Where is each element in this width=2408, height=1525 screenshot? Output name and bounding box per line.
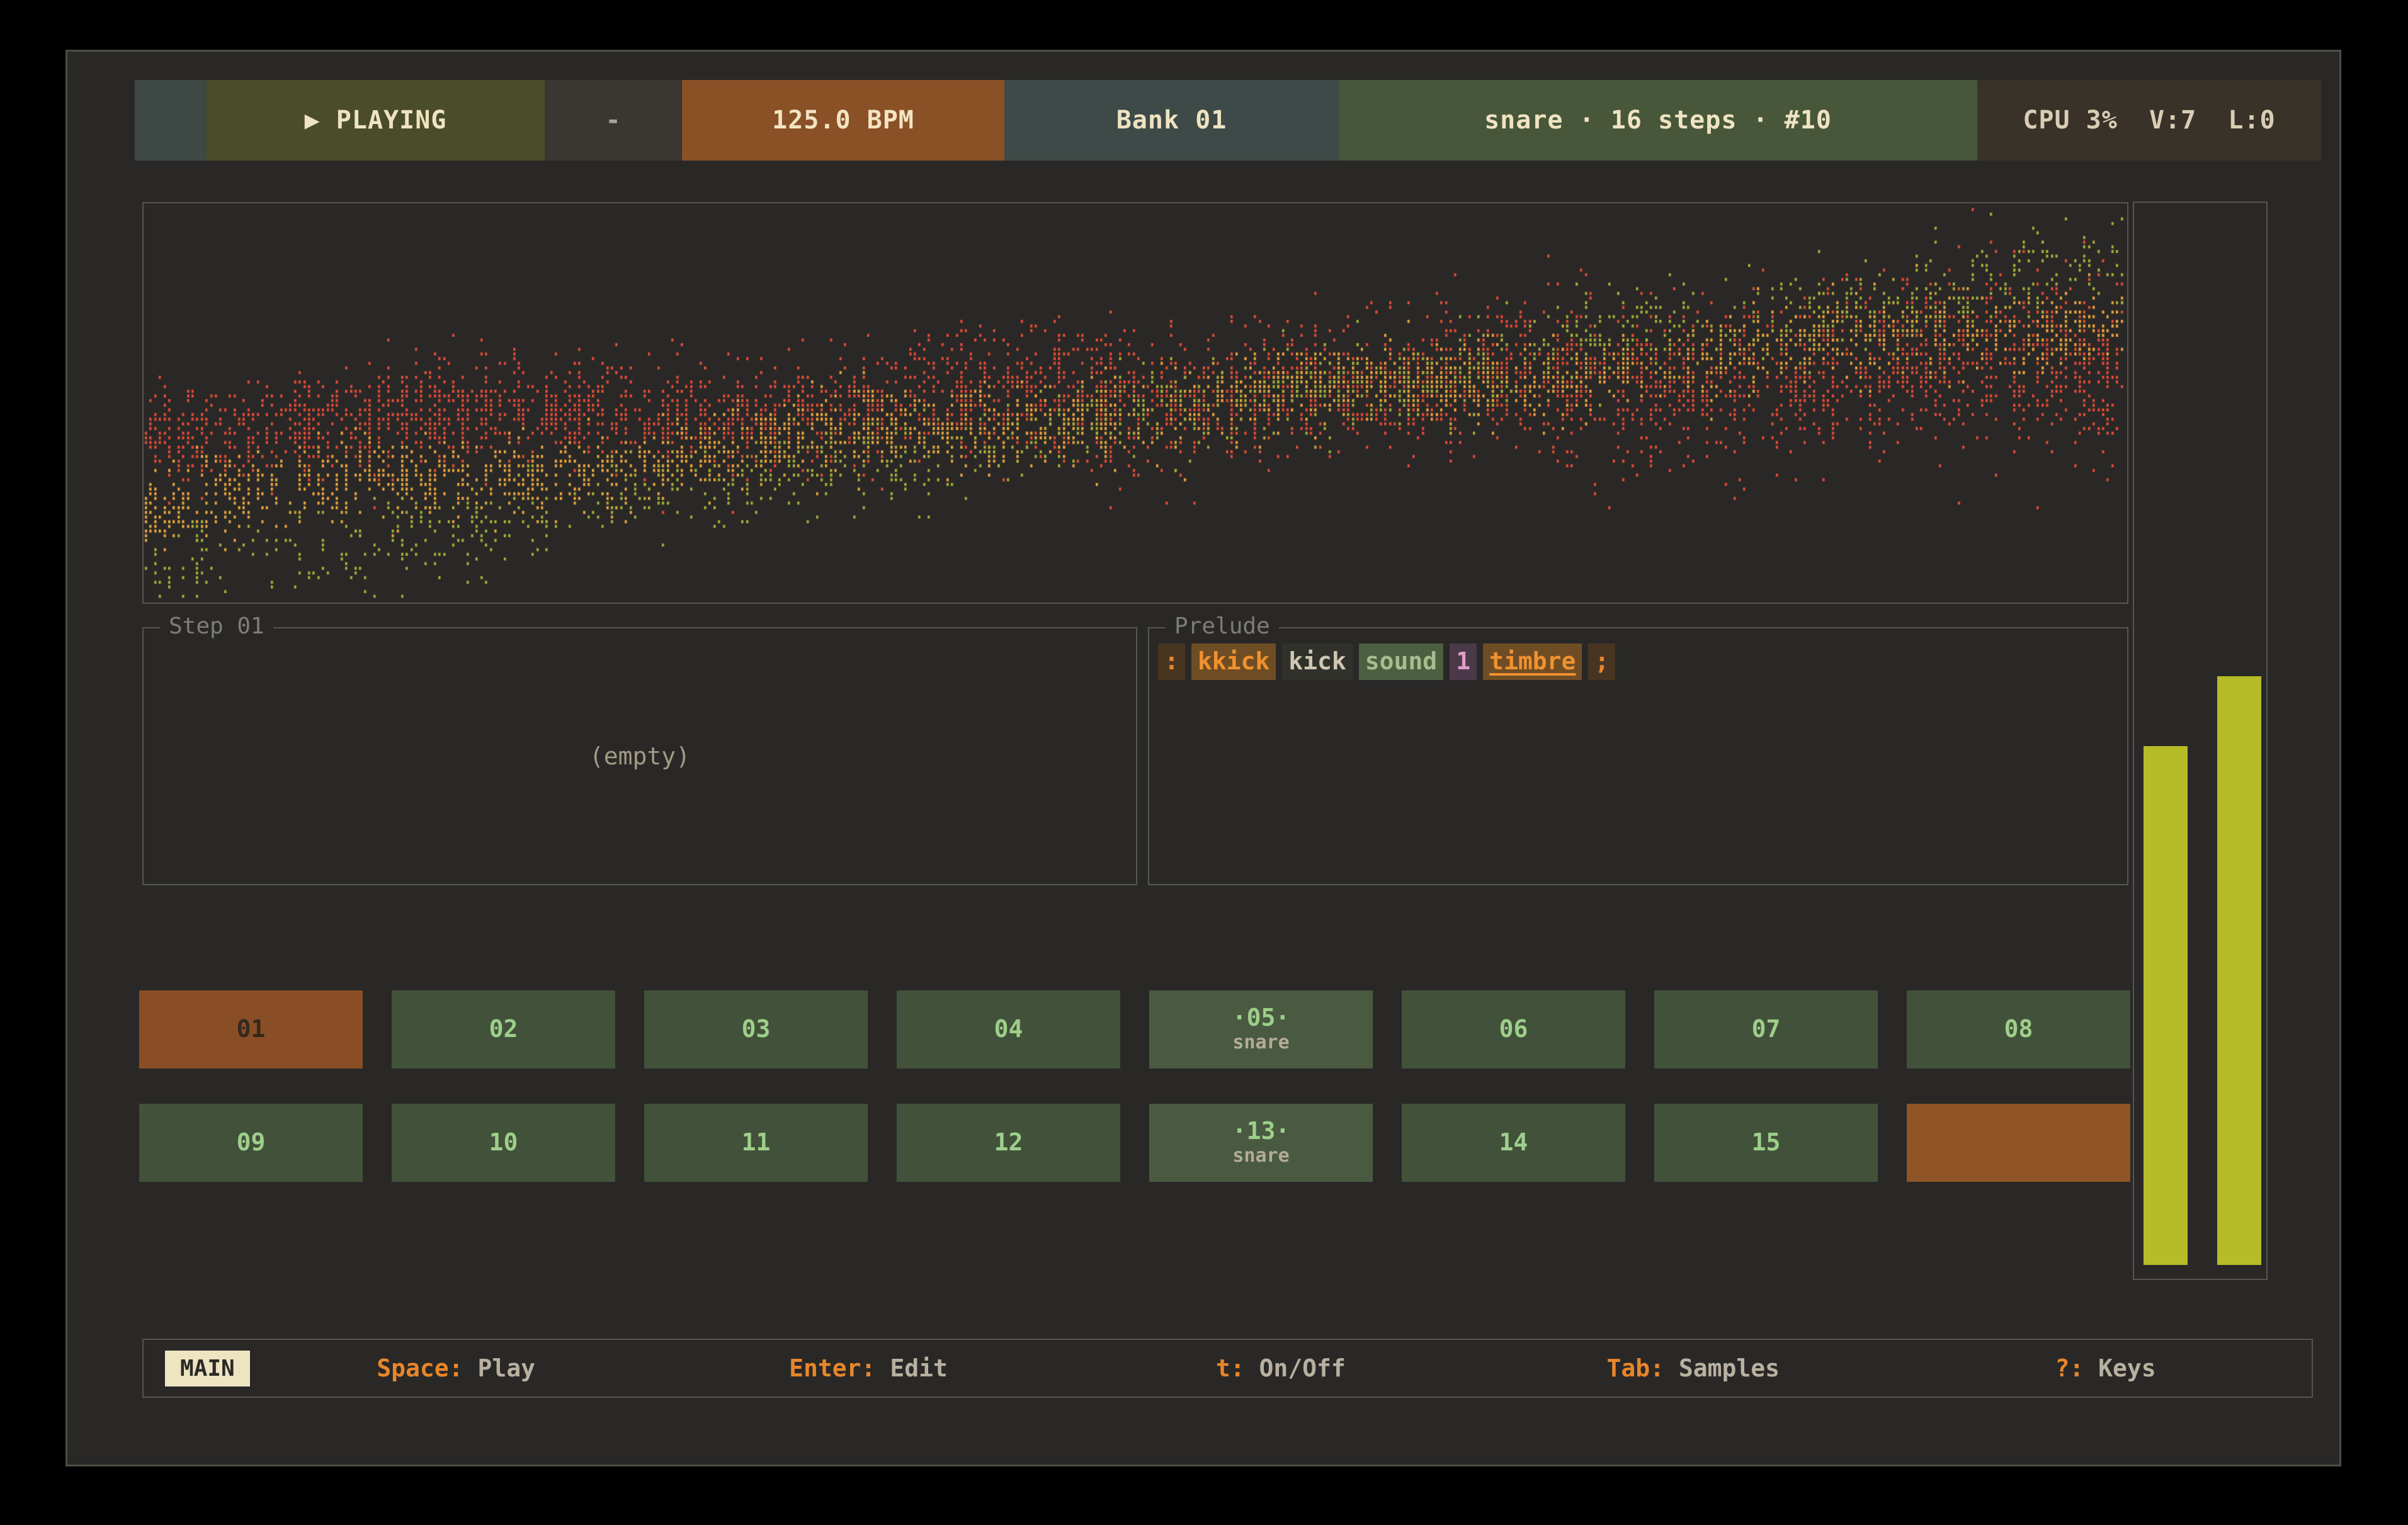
step-button-07[interactable]: 07 xyxy=(1654,990,1878,1069)
step-button-04[interactable]: 04 xyxy=(897,990,1120,1069)
key-hint-on-off: t: On/Off xyxy=(1074,1354,1487,1382)
hint-key: Space: xyxy=(377,1354,463,1382)
hint-key: t: xyxy=(1216,1354,1245,1382)
track-info[interactable]: snare · 16 steps · #10 xyxy=(1339,80,1977,161)
step-panel-title: Step 01 xyxy=(160,613,273,639)
code-token[interactable]: ; xyxy=(1588,643,1615,680)
step-button-01[interactable]: 01 xyxy=(139,990,363,1069)
key-hint-keys: ?: Keys xyxy=(1899,1354,2312,1382)
hint-key: ?: xyxy=(2055,1354,2084,1382)
step-grid: 01020304·05·snare06070809101112·13·snare… xyxy=(139,990,2130,1182)
hint-label: Keys xyxy=(2084,1354,2155,1382)
app-window: ▶ PLAYING-125.0 BPMBank 01snare · 16 ste… xyxy=(65,50,2341,1466)
key-hint-edit: Enter: Edit xyxy=(662,1354,1075,1382)
step-number: 08 xyxy=(2004,1016,2033,1043)
status-bar: ▶ PLAYING-125.0 BPMBank 01snare · 16 ste… xyxy=(135,80,2321,161)
step-number: 09 xyxy=(237,1130,266,1156)
step-button-16[interactable] xyxy=(1907,1104,2130,1182)
step-number: 02 xyxy=(489,1016,518,1043)
hint-key: Enter: xyxy=(789,1354,875,1382)
step-button-15[interactable]: 15 xyxy=(1654,1104,1878,1182)
step-number: 01 xyxy=(237,1016,266,1043)
step-button-08[interactable]: 08 xyxy=(1907,990,2130,1069)
step-button-06[interactable]: 06 xyxy=(1402,990,1625,1069)
step-number: 12 xyxy=(994,1130,1023,1156)
step-empty-text: (empty) xyxy=(589,742,690,770)
visualizer-canvas xyxy=(144,203,2127,603)
corner-pad xyxy=(135,80,207,161)
step-number: ·13· xyxy=(1232,1118,1290,1145)
code-token[interactable]: : xyxy=(1158,643,1185,680)
step-number: ·05· xyxy=(1232,1005,1290,1031)
meter-bar-left xyxy=(2144,746,2188,1265)
key-hint-samples: Tab: Samples xyxy=(1487,1354,1899,1382)
hint-label: On/Off xyxy=(1245,1354,1346,1382)
step-button-12[interactable]: 12 xyxy=(897,1104,1120,1182)
step-number: 10 xyxy=(489,1130,518,1156)
step-button-14[interactable]: 14 xyxy=(1402,1104,1625,1182)
hint-label: Edit xyxy=(875,1354,947,1382)
prelude-panel-title: Prelude xyxy=(1166,613,1279,639)
step-panel: Step 01 (empty) xyxy=(142,627,1137,885)
code-token[interactable]: kkick xyxy=(1191,643,1276,680)
hint-label: Play xyxy=(463,1354,535,1382)
code-token[interactable]: kick xyxy=(1282,643,1353,680)
mode-badge: MAIN xyxy=(165,1351,250,1386)
step-button-13[interactable]: ·13·snare xyxy=(1149,1104,1373,1182)
step-number: 03 xyxy=(742,1016,771,1043)
step-button-02[interactable]: 02 xyxy=(392,990,615,1069)
hint-label: Samples xyxy=(1664,1354,1780,1382)
step-button-09[interactable]: 09 xyxy=(139,1104,363,1182)
prelude-panel: Prelude :kkickkicksound1timbre; xyxy=(1148,627,2128,885)
step-sample-name: snare xyxy=(1232,1031,1289,1054)
step-number: 14 xyxy=(1499,1130,1528,1156)
step-button-05[interactable]: ·05·snare xyxy=(1149,990,1373,1069)
level-meters xyxy=(2133,201,2268,1280)
key-hint-play: Space: Play xyxy=(250,1354,662,1382)
code-token[interactable]: sound xyxy=(1359,643,1443,680)
transport-status[interactable]: ▶ PLAYING xyxy=(207,80,545,161)
step-number: 15 xyxy=(1752,1130,1781,1156)
meter-bar-right xyxy=(2217,676,2261,1265)
step-number: 11 xyxy=(742,1130,771,1156)
step-button-10[interactable]: 10 xyxy=(392,1104,615,1182)
pattern-visualizer xyxy=(142,202,2128,604)
bpm-display[interactable]: 125.0 BPM xyxy=(682,80,1004,161)
step-number: 04 xyxy=(994,1016,1023,1043)
bank-display[interactable]: Bank 01 xyxy=(1004,80,1339,161)
code-token[interactable]: 1 xyxy=(1450,643,1477,680)
step-sample-name: snare xyxy=(1232,1145,1289,1167)
prelude-code-line[interactable]: :kkickkicksound1timbre; xyxy=(1158,643,1615,680)
transport-separator: - xyxy=(545,80,682,161)
hint-key: Tab: xyxy=(1606,1354,1664,1382)
help-bar: MAIN Space: PlayEnter: Editt: On/OffTab:… xyxy=(142,1339,2313,1398)
step-button-11[interactable]: 11 xyxy=(644,1104,868,1182)
code-token[interactable]: timbre xyxy=(1483,643,1582,680)
step-number: 06 xyxy=(1499,1016,1528,1043)
step-button-03[interactable]: 03 xyxy=(644,990,868,1069)
key-hints: Space: PlayEnter: Editt: On/OffTab: Samp… xyxy=(250,1354,2312,1382)
step-number: 07 xyxy=(1752,1016,1781,1043)
system-stats: CPU 3% V:7 L:0 xyxy=(1977,80,2321,161)
